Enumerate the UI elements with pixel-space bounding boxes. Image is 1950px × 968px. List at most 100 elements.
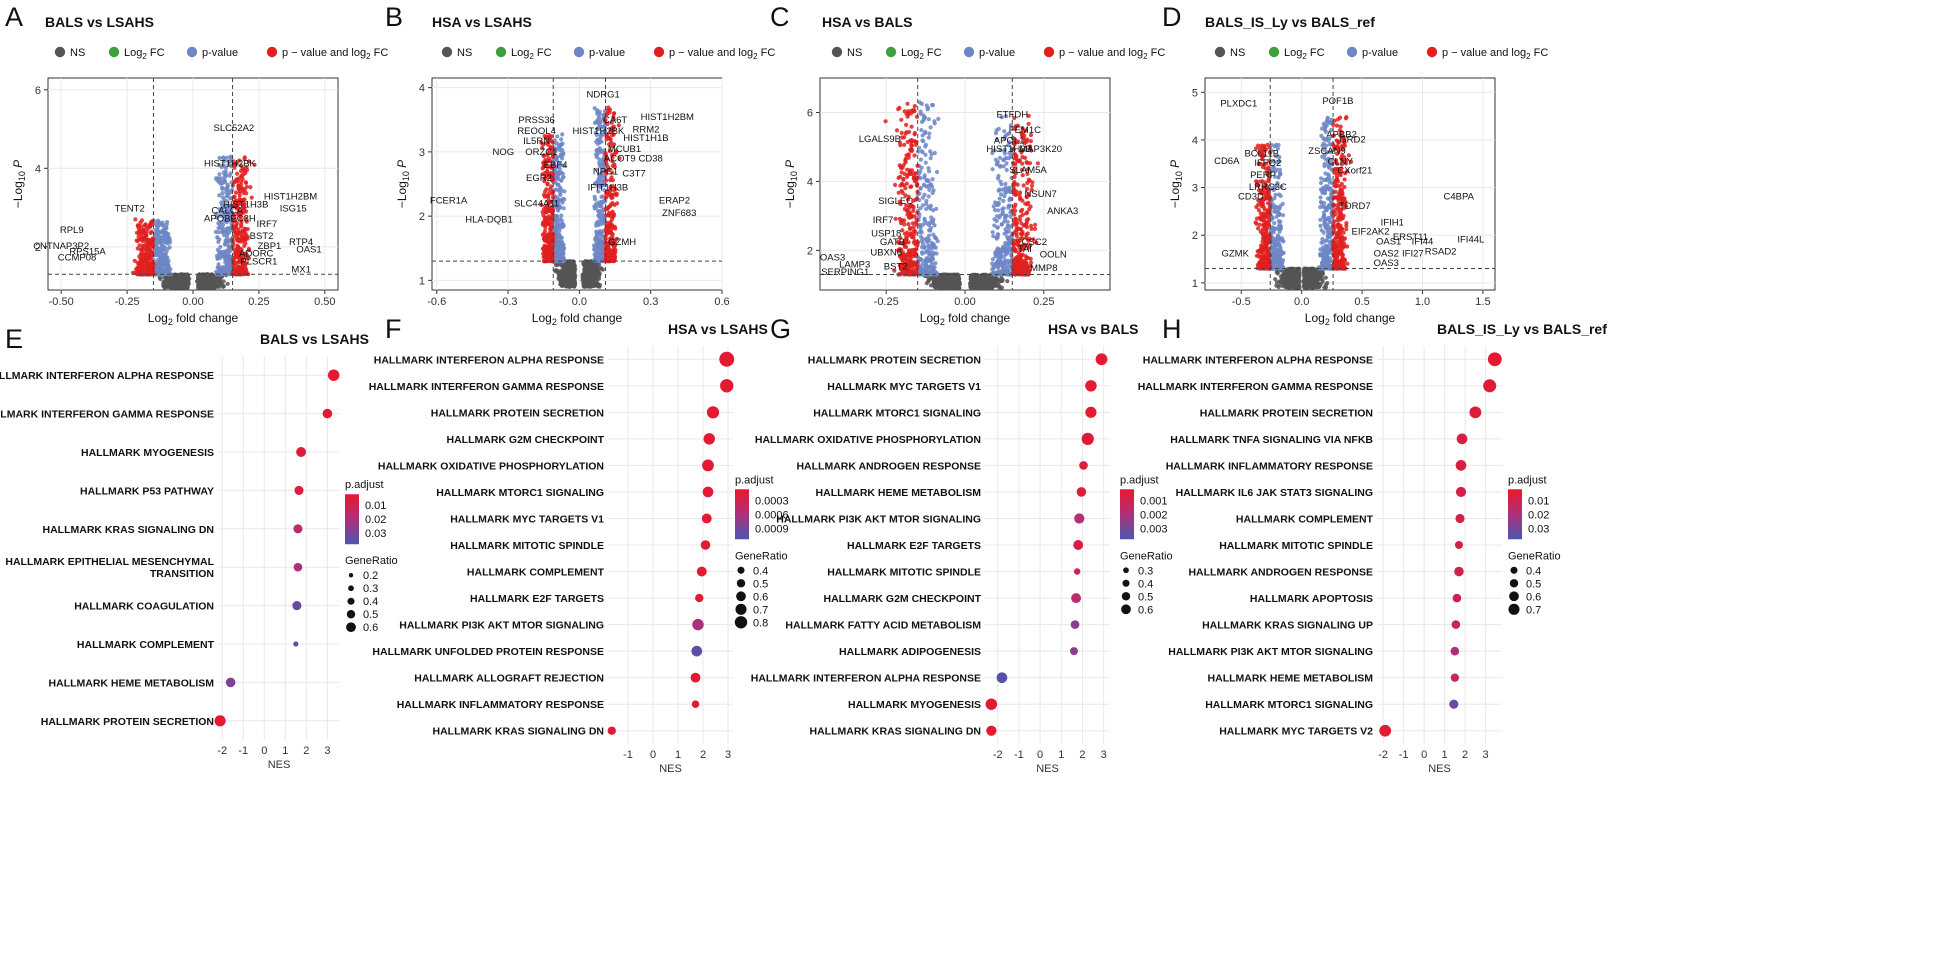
data-point [555,269,561,274]
data-point [565,261,571,266]
data-point [543,225,548,230]
data-point [606,212,612,217]
legend-label-rest: FC [534,47,552,59]
gene-label: IRF7 [257,219,278,230]
x-tick-label: -0.3 [499,296,518,308]
panel-title: HSA vs LSAHS [432,14,532,30]
data-point [556,219,561,224]
data-point [597,231,603,236]
data-point [547,190,552,195]
data-point [161,284,166,289]
data-point [597,284,602,289]
data-point [243,233,248,238]
gene-label: CCMP08 [58,253,97,264]
legend-label-rest: FC [371,47,389,59]
data-point [162,254,168,259]
data-point [180,276,185,282]
x-tick-label: -0.50 [49,296,74,308]
data-point [610,232,615,237]
data-point [594,221,599,226]
gene-label: MX1 [291,264,311,275]
gene-label: GZMH [608,237,636,248]
panel-letter: B [385,2,403,32]
data-point [237,193,242,198]
x-tick-label: 0.3 [643,296,658,308]
data-point [559,247,564,252]
data-point [593,248,598,253]
data-point [227,173,232,178]
data-point [583,267,588,272]
data-point [161,247,166,253]
data-point [155,224,161,229]
data-point [216,239,221,245]
legend-label: p-value [979,47,1015,59]
x-axis-label-rest: fold change [557,311,623,325]
legend-label: NS [457,47,472,59]
data-point [562,189,567,194]
y-axis-label-rest: P [395,160,409,171]
data-point [223,172,228,177]
x-axis-label: Log2 fold change [532,311,623,327]
data-point [198,279,203,284]
data-point [562,197,567,202]
y-tick-label: 6 [35,85,41,97]
data-point [590,270,595,276]
data-point [226,161,231,166]
data-point [934,284,939,290]
data-point [222,178,227,184]
gene-label: ORZC1 [525,147,557,158]
data-point [212,284,217,290]
data-point [219,202,224,207]
gene-label: TENT2 [115,203,145,214]
x-tick-label: 0.00 [954,296,975,308]
gene-label: NPC1 [593,166,618,177]
data-point [559,213,564,218]
data-point [138,220,143,225]
data-point [597,203,603,209]
data-point [541,192,547,197]
data-point [587,264,593,269]
gene-label: RPL9 [60,225,84,236]
data-point [164,278,169,283]
data-point [166,283,171,288]
data-point [216,226,221,231]
data-point [558,187,563,192]
data-point [561,175,566,180]
data-point [233,233,238,238]
legend-label: p-value [589,47,625,59]
data-point [163,271,168,276]
data-point [240,177,245,182]
data-point [218,181,223,186]
data-point [135,260,140,265]
legend-sub: 2 [142,52,147,61]
y-axis-label: −Log10 P [395,160,411,208]
gene-label: SLC44A11 [514,198,559,209]
y-tick-label: 3 [419,147,425,159]
data-point [217,172,222,177]
data-point [224,199,229,204]
data-point [233,224,238,229]
data-point [550,140,555,145]
legend-label: p − value and log2 FC [282,47,388,61]
data-point [145,253,150,258]
data-point [228,189,233,194]
legend-dot [495,46,507,58]
legend-dot [266,46,278,58]
data-point [224,248,229,253]
data-point [223,268,228,273]
data-point [216,254,221,259]
data-point [225,281,230,286]
data-point [236,184,241,189]
data-point [215,178,220,183]
gene-label: ACOT9 [604,154,636,165]
data-point [167,245,172,250]
data-point [155,266,160,272]
data-point [218,244,223,250]
data-point [560,132,565,137]
data-point [220,265,226,270]
data-point [597,160,602,165]
x-tick-label: 0.00 [182,296,203,308]
data-point [248,185,253,190]
data-point [243,180,249,185]
